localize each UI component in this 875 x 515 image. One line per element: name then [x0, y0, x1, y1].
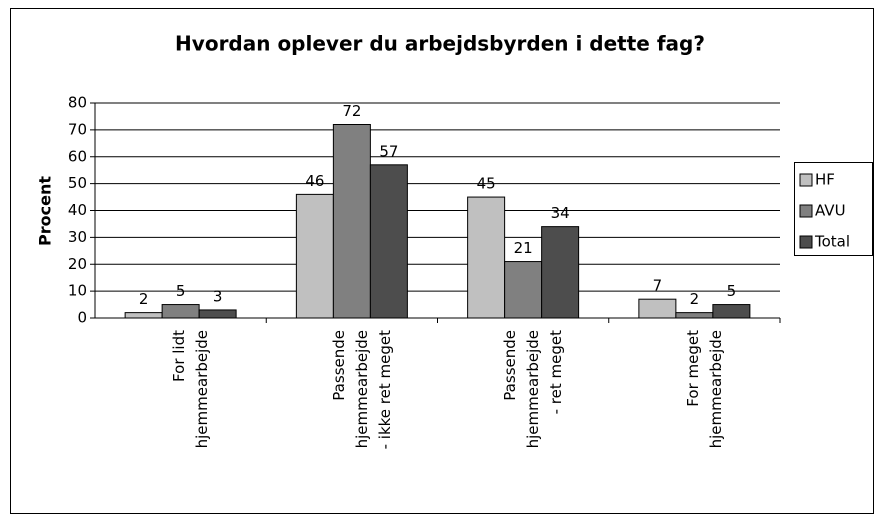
value-label: 2 — [690, 290, 700, 308]
y-tick-label: 30 — [68, 228, 87, 246]
chart-title: Hvordan oplever du arbejdsbyrden i dette… — [175, 32, 705, 56]
legend-swatch — [799, 204, 813, 218]
y-tick-label: 40 — [68, 201, 87, 219]
bar — [198, 309, 237, 319]
legend-swatch — [799, 173, 813, 187]
y-tick-label: 80 — [68, 94, 87, 112]
y-axis-label: Procent — [36, 176, 55, 246]
value-label: 45 — [477, 175, 496, 193]
value-label: 21 — [514, 239, 533, 257]
x-tick-label: Passende hjemmearbejde - ikke ret meget — [329, 330, 393, 449]
legend-label: AVU — [815, 202, 846, 220]
legend-swatch — [799, 235, 813, 249]
bar — [675, 312, 714, 319]
bar — [295, 193, 334, 319]
bar — [369, 164, 408, 319]
y-tick-label: 10 — [68, 282, 87, 300]
chart-frame — [10, 8, 874, 514]
value-label: 46 — [305, 172, 324, 190]
x-tick-label: Passende hjemmearbejde - ret meget — [501, 330, 565, 449]
value-label: 34 — [551, 204, 570, 222]
x-tick-label: For lidt hjemmearbejde — [170, 330, 211, 448]
bar — [467, 196, 506, 319]
value-label: 72 — [342, 102, 361, 120]
bar — [712, 304, 751, 319]
value-label: 7 — [653, 277, 663, 295]
x-tick-label: For meget hjemmearbejde — [683, 330, 724, 448]
bar — [541, 226, 580, 319]
legend-label: HF — [815, 171, 835, 189]
bar — [504, 261, 543, 319]
bar — [638, 298, 677, 319]
bar — [124, 312, 163, 319]
legend-label: Total — [814, 233, 850, 251]
y-tick-label: 0 — [77, 309, 87, 327]
bar — [161, 304, 200, 319]
bar — [332, 124, 371, 319]
value-label: 57 — [379, 142, 398, 160]
value-label: 3 — [213, 287, 223, 305]
value-label: 2 — [139, 290, 149, 308]
value-label: 5 — [727, 282, 737, 300]
y-tick-label: 70 — [68, 120, 87, 138]
value-label: 5 — [176, 282, 186, 300]
y-tick-label: 20 — [68, 255, 87, 273]
y-tick-label: 50 — [68, 174, 87, 192]
y-tick-label: 60 — [68, 147, 87, 165]
